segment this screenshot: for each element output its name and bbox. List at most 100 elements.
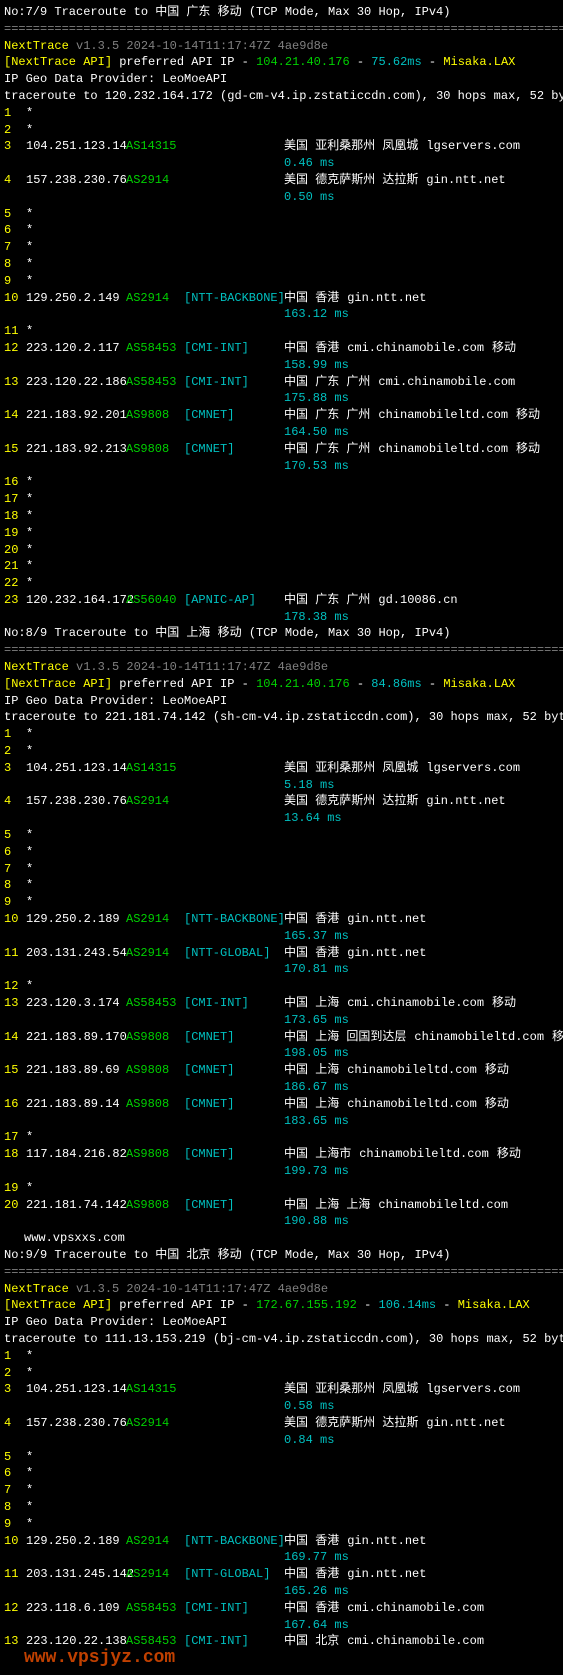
hop-asn: AS58453	[126, 1600, 184, 1617]
trace-header: No:9/9 Traceroute to 中国 北京 移动 (TCP Mode,…	[4, 1247, 559, 1264]
hop-number: 5	[4, 827, 26, 844]
hop-rtt: 165.26 ms	[284, 1583, 559, 1600]
hop-extra: 移动	[485, 1097, 509, 1111]
hop-row: 1*	[4, 1348, 559, 1365]
hop-location: 中国 香港	[284, 1533, 339, 1550]
hop-star: *	[26, 123, 33, 137]
hop-extra: 移动	[516, 408, 540, 422]
hop-row: 8*	[4, 1499, 559, 1516]
trace-header: No:7/9 Traceroute to 中国 广东 移动 (TCP Mode,…	[4, 4, 559, 21]
hop-tag: [NTT-GLOBAL]	[184, 945, 284, 962]
hop-row: 5*	[4, 1449, 559, 1466]
hop-row: 12223.118.6.109AS58453[CMI-INT]中国 香港cmi.…	[4, 1600, 559, 1617]
provider-line: IP Geo Data Provider: LeoMoeAPI	[4, 1314, 559, 1331]
hop-number: 1	[4, 1348, 26, 1365]
hop-rtt: 198.05 ms	[284, 1045, 559, 1062]
hop-star: *	[26, 576, 33, 590]
hop-asn: AS2914	[126, 793, 184, 810]
hop-row: 4157.238.230.76AS2914美国 德克萨斯州 达拉斯gin.ntt…	[4, 1415, 559, 1432]
hop-location: 中国 香港	[284, 1600, 339, 1617]
hop-ip: 104.251.123.14	[26, 1381, 126, 1398]
hop-row: 15221.183.92.213AS9808[CMNET]中国 广东 广州chi…	[4, 441, 559, 458]
hop-ip: 157.238.230.76	[26, 172, 126, 189]
hop-number: 21	[4, 558, 26, 575]
hop-star: *	[26, 1366, 33, 1380]
hop-ip: 223.120.2.117	[26, 340, 126, 357]
hop-row: 23120.232.164.172AS56040[APNIC-AP]中国 广东 …	[4, 592, 559, 609]
hop-ip: 104.251.123.14	[26, 138, 126, 155]
hop-number: 18	[4, 508, 26, 525]
hop-star: *	[26, 845, 33, 859]
hop-number: 16	[4, 1096, 26, 1113]
hop-ip: 129.250.2.189	[26, 911, 126, 928]
hop-tag: [CMNET]	[184, 441, 284, 458]
hop-ip: 120.232.164.172	[26, 592, 126, 609]
hop-asn: AS14315	[126, 760, 184, 777]
hop-row: 14221.183.92.201AS9808[CMNET]中国 广东 广州chi…	[4, 407, 559, 424]
hop-row: 12223.120.2.117AS58453[CMI-INT]中国 香港cmi.…	[4, 340, 559, 357]
hop-ip: 203.131.245.142	[26, 1566, 126, 1583]
hop-number: 12	[4, 978, 26, 995]
hop-number: 3	[4, 138, 26, 155]
hop-row: 17*	[4, 491, 559, 508]
hop-tag: [CMNET]	[184, 1197, 284, 1214]
hop-location: 中国 广东 广州	[284, 407, 370, 424]
api-line: [NextTrace API] preferred API IP - 104.2…	[4, 676, 559, 693]
hop-host: chinamobileltd.com	[414, 1030, 544, 1044]
hop-rtt: 199.73 ms	[284, 1163, 559, 1180]
hop-star: *	[26, 492, 33, 506]
hop-ip: 221.183.89.14	[26, 1096, 126, 1113]
hop-row: 7*	[4, 1482, 559, 1499]
hop-row: 11*	[4, 323, 559, 340]
provider-line: IP Geo Data Provider: LeoMoeAPI	[4, 693, 559, 710]
hop-rtt: 167.64 ms	[284, 1617, 559, 1634]
hop-asn: AS9808	[126, 441, 184, 458]
hop-tag: [CMNET]	[184, 1062, 284, 1079]
hop-tag: [CMI-INT]	[184, 995, 284, 1012]
watermark: www.vpsxxs.com	[24, 1230, 559, 1247]
hop-host: gin.ntt.net	[347, 946, 426, 960]
hop-location: 美国 德克萨斯州 达拉斯	[284, 172, 418, 189]
hop-row: 10129.250.2.149AS2914[NTT-BACKBONE]中国 香港…	[4, 290, 559, 307]
hop-rtt: 170.81 ms	[284, 961, 559, 978]
target-line: traceroute to 120.232.164.172 (gd-cm-v4.…	[4, 88, 559, 105]
hop-row: 2*	[4, 1365, 559, 1382]
trace-header: No:8/9 Traceroute to 中国 上海 移动 (TCP Mode,…	[4, 625, 559, 642]
hop-star: *	[26, 1517, 33, 1531]
hop-star: *	[26, 828, 33, 842]
hop-star: *	[26, 895, 33, 909]
hop-star: *	[26, 324, 33, 338]
hop-ip: 221.183.89.69	[26, 1062, 126, 1079]
hop-host: gin.ntt.net	[347, 291, 426, 305]
hop-location: 美国 德克萨斯州 达拉斯	[284, 1415, 418, 1432]
hop-row: 3104.251.123.14AS14315美国 亚利桑那州 凤凰城lgserv…	[4, 138, 559, 155]
hop-host: cmi.chinamobile.com	[347, 996, 484, 1010]
hop-row: 15221.183.89.69AS9808[CMNET]中国 上海chinamo…	[4, 1062, 559, 1079]
hop-rtt: 175.88 ms	[284, 390, 559, 407]
hop-ip: 129.250.2.149	[26, 290, 126, 307]
hop-ip: 203.131.243.54	[26, 945, 126, 962]
separator: ========================================…	[4, 1264, 559, 1281]
hop-location: 中国 北京	[284, 1633, 339, 1650]
hop-ip: 221.183.89.170	[26, 1029, 126, 1046]
hop-location: 中国 上海市	[284, 1146, 351, 1163]
separator: ========================================…	[4, 642, 559, 659]
hop-ip: 221.183.92.201	[26, 407, 126, 424]
hop-number: 4	[4, 1415, 26, 1432]
hop-extra: 移动	[552, 1030, 563, 1044]
hop-asn: AS2914	[126, 290, 184, 307]
hop-location: 中国 香港	[284, 340, 339, 357]
hop-star: *	[26, 475, 33, 489]
hop-row: 6*	[4, 1465, 559, 1482]
hop-row: 2*	[4, 743, 559, 760]
target-line: traceroute to 221.181.74.142 (sh-cm-v4.i…	[4, 709, 559, 726]
hop-row: 18*	[4, 508, 559, 525]
hop-star: *	[26, 543, 33, 557]
hop-host: gin.ntt.net	[347, 1534, 426, 1548]
hop-number: 14	[4, 407, 26, 424]
hop-number: 8	[4, 1499, 26, 1516]
hop-star: *	[26, 257, 33, 271]
hop-number: 2	[4, 1365, 26, 1382]
hop-row: 17*	[4, 1129, 559, 1146]
hop-number: 3	[4, 760, 26, 777]
